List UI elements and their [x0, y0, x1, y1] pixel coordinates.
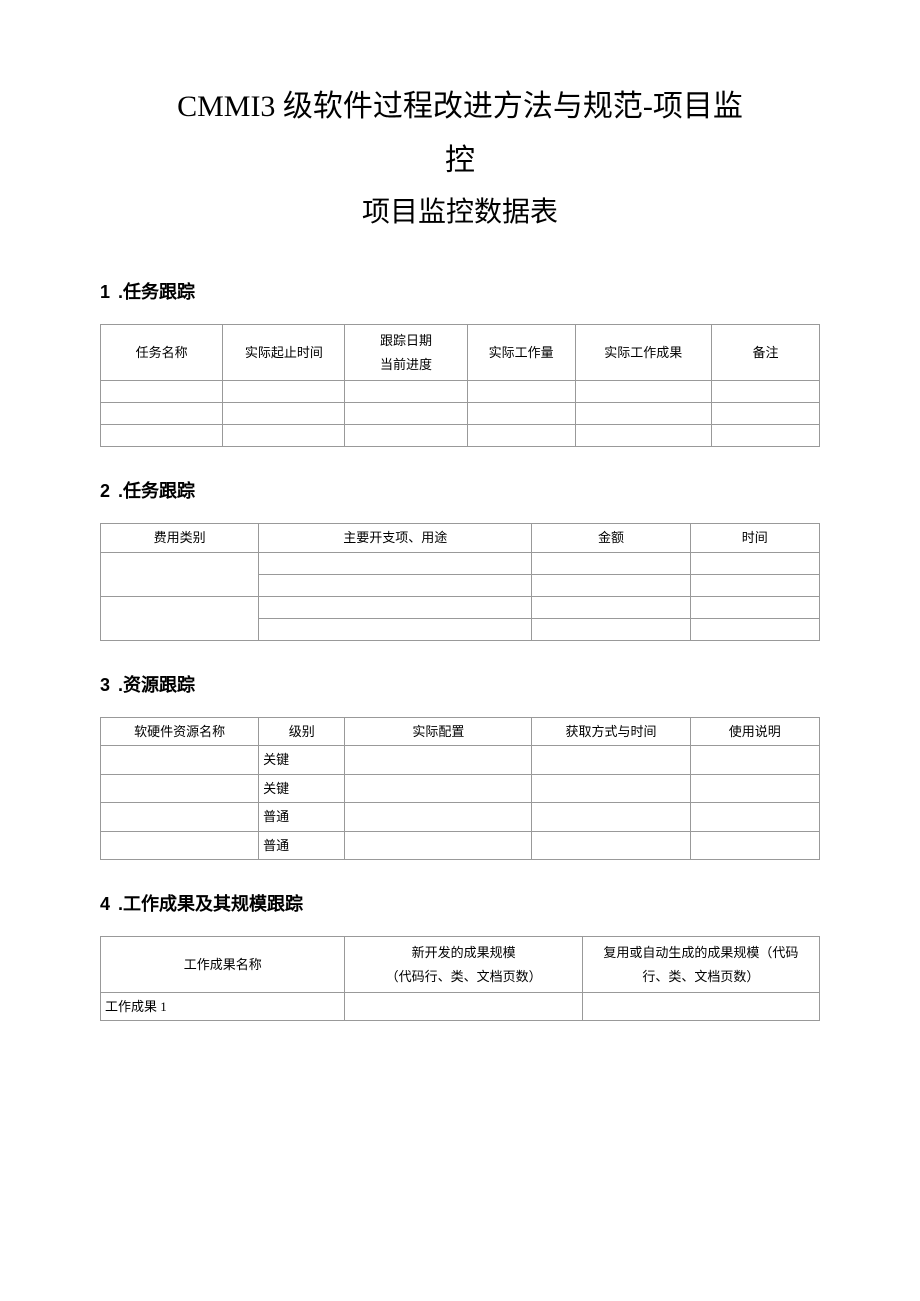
col-level: 级别 [259, 717, 345, 746]
table-row: 普通 [101, 803, 820, 832]
table-row: 关键 [101, 746, 820, 775]
document-title-line1: CMMI3 级软件过程改进方法与规范-项目监 [100, 80, 820, 134]
work-result-tracking-table: 工作成果名称 新开发的成果规模 （代码行、类、文档页数） 复用或自动生成的成果规… [100, 936, 820, 1021]
section-1-label: .任务跟踪 [118, 282, 195, 302]
col-result: 实际工作成果 [575, 325, 712, 381]
table-row [101, 596, 820, 618]
col-time: 时间 [690, 524, 819, 553]
section-3-num: 3 [100, 675, 110, 695]
col-actual-time: 实际起止时间 [223, 325, 345, 381]
col-new-dev-scale: 新开发的成果规模 （代码行、类、文档页数） [345, 937, 582, 993]
task-tracking-table-2: 费用类别 主要开支项、用途 金额 时间 [100, 523, 820, 641]
col-acquire: 获取方式与时间 [532, 717, 690, 746]
section-2-label: .任务跟踪 [118, 481, 195, 501]
col-resource-name: 软硬件资源名称 [101, 717, 259, 746]
section-3-heading: 3 .资源跟踪 [100, 671, 820, 697]
col-expense-item: 主要开支项、用途 [259, 524, 532, 553]
table-row [101, 425, 820, 447]
section-4-label: .工作成果及其规模跟踪 [118, 894, 303, 914]
section-3-label: .资源跟踪 [118, 675, 195, 695]
table-row [101, 403, 820, 425]
table-header-row: 任务名称 实际起止时间 跟踪日期 当前进度 实际工作量 实际工作成果 备注 [101, 325, 820, 381]
col-remark: 备注 [712, 325, 820, 381]
table-row [101, 381, 820, 403]
section-2-heading: 2 .任务跟踪 [100, 477, 820, 503]
col-config: 实际配置 [345, 717, 532, 746]
section-4-heading: 4 .工作成果及其规模跟踪 [100, 890, 820, 916]
col-reuse-scale: 复用或自动生成的成果规模（代码 行、类、文档页数） [582, 937, 819, 993]
table-header-row: 工作成果名称 新开发的成果规模 （代码行、类、文档页数） 复用或自动生成的成果规… [101, 937, 820, 993]
table-header-row: 费用类别 主要开支项、用途 金额 时间 [101, 524, 820, 553]
col-usage: 使用说明 [690, 717, 819, 746]
col-amount: 金额 [532, 524, 690, 553]
document-subtitle: 项目监控数据表 [100, 188, 820, 238]
col-workload: 实际工作量 [467, 325, 575, 381]
col-expense-type: 费用类别 [101, 524, 259, 553]
table-row: 普通 [101, 831, 820, 860]
section-4-num: 4 [100, 894, 110, 914]
col-task-name: 任务名称 [101, 325, 223, 381]
col-work-result-name: 工作成果名称 [101, 937, 345, 993]
table-row: 工作成果 1 [101, 992, 820, 1021]
table-row: 关键 [101, 774, 820, 803]
document-title-line2: 控 [100, 134, 820, 188]
table-header-row: 软硬件资源名称 级别 实际配置 获取方式与时间 使用说明 [101, 717, 820, 746]
resource-tracking-table: 软硬件资源名称 级别 实际配置 获取方式与时间 使用说明 关键 关键 普通 普通 [100, 717, 820, 861]
section-2-num: 2 [100, 481, 110, 501]
table-row [101, 552, 820, 574]
task-tracking-table-1: 任务名称 实际起止时间 跟踪日期 当前进度 实际工作量 实际工作成果 备注 [100, 324, 820, 447]
col-track-date: 跟踪日期 当前进度 [345, 325, 467, 381]
section-1-heading: 1 .任务跟踪 [100, 278, 820, 304]
section-1-num: 1 [100, 282, 110, 302]
